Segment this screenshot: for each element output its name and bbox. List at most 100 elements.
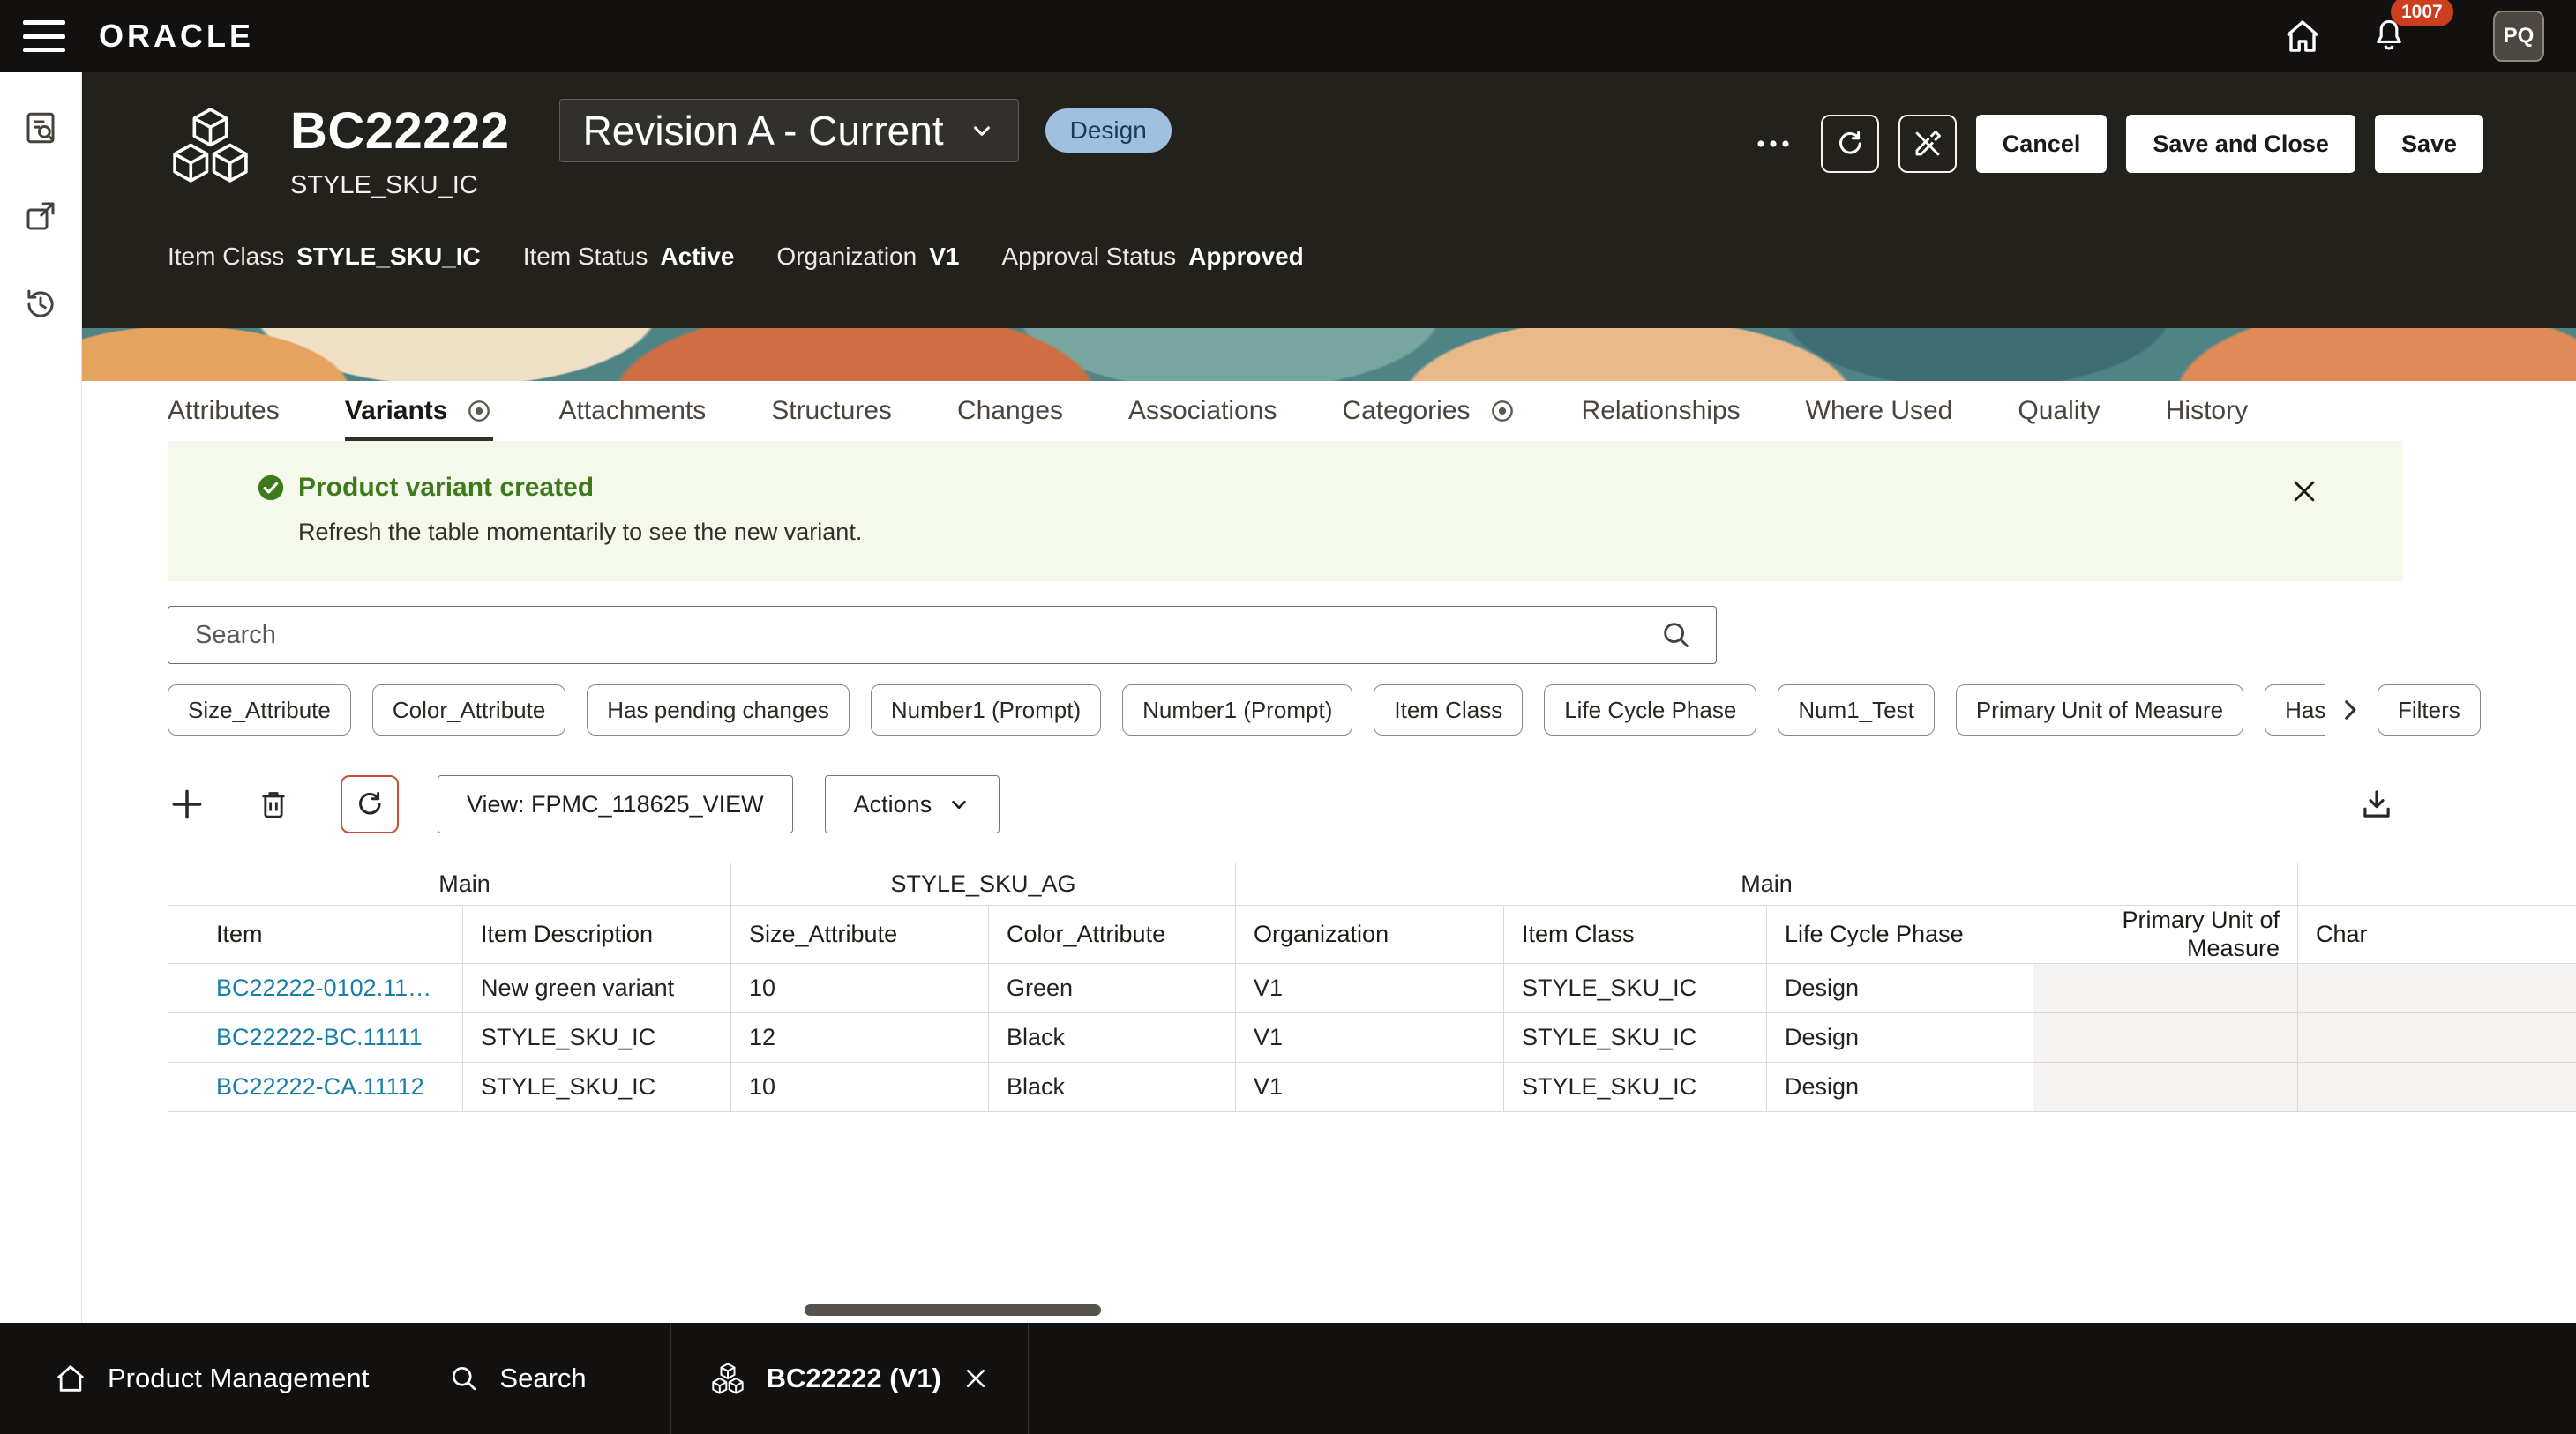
tab-item[interactable]: Attachments (558, 381, 706, 441)
toggle-edit-button[interactable] (1898, 115, 1957, 173)
table-cell-extra[interactable] (2297, 962, 2576, 1013)
tab-item[interactable]: Associations (1128, 381, 1277, 441)
meta-value: STYLE_SKU_IC (296, 243, 481, 270)
table-cell-phase[interactable]: Design (1766, 1061, 2033, 1112)
save-and-close-button[interactable]: Save and Close (2126, 115, 2355, 173)
filter-chip[interactable]: Size_Attribute (168, 684, 351, 736)
filter-chip[interactable]: Color_Attribute (371, 684, 566, 736)
table-cell-size[interactable]: 10 (730, 962, 989, 1013)
column-header-cell[interactable]: Item Class (1503, 905, 1767, 964)
home-button[interactable] (2281, 15, 2324, 57)
product-management-button[interactable]: Product Management (53, 1361, 369, 1396)
main-area: BC22222 Revision A - Current Design STYL… (0, 72, 2576, 1323)
table-cell-uom[interactable] (2032, 1061, 2299, 1112)
tab-item[interactable]: Structures (771, 381, 892, 441)
tab-item[interactable]: Categories (1342, 381, 1516, 441)
table-cell-item-class[interactable]: STYLE_SKU_IC (1503, 1012, 1767, 1063)
column-header-cell[interactable]: Organization (1235, 905, 1504, 964)
hamburger-menu-button[interactable] (23, 20, 65, 52)
actions-menu-button[interactable]: Actions (824, 775, 1000, 833)
table-cell-organization[interactable]: V1 (1235, 962, 1504, 1013)
group-header-cell: Main (198, 863, 731, 906)
table-cell-color[interactable]: Black (988, 1061, 1236, 1112)
table-cell-item-class[interactable]: STYLE_SKU_IC (1503, 1061, 1767, 1112)
column-header-cell[interactable]: Color_Attribute (988, 905, 1236, 964)
tab-item[interactable]: Attributes (168, 381, 280, 441)
tab-item[interactable]: Changes (957, 381, 1063, 441)
column-header-cell[interactable]: Life Cycle Phase (1766, 905, 2033, 964)
table-row[interactable]: BC22222-BC.11111 STYLE_SKU_IC 12 Black V… (168, 1012, 2576, 1063)
tab-item[interactable]: History (2166, 381, 2248, 441)
rail-worklist-button[interactable] (22, 109, 59, 146)
column-header-cell[interactable]: Char (2297, 905, 2576, 964)
row-handle-cell[interactable] (168, 962, 198, 1013)
table-cell-size[interactable]: 12 (730, 1012, 989, 1063)
table-cell-item-class[interactable]: STYLE_SKU_IC (1503, 962, 1767, 1013)
item-tab-close-button[interactable] (962, 1365, 989, 1392)
tab-label: Where Used (1805, 396, 1953, 425)
refresh-item-button[interactable] (1820, 115, 1879, 173)
rail-history-button[interactable] (22, 286, 59, 323)
more-actions-button[interactable] (1752, 123, 1794, 165)
global-search-button[interactable]: Search (448, 1363, 587, 1394)
search-icon[interactable] (1659, 618, 1693, 652)
table-cell-color[interactable]: Black (988, 1012, 1236, 1063)
rail-export-button[interactable] (22, 198, 59, 235)
open-item-tab[interactable]: BC22222 (V1) (671, 1323, 1029, 1434)
table-cell-uom[interactable] (2032, 962, 2299, 1013)
column-header-cell[interactable]: Primary Unit of Measure (2032, 905, 2299, 964)
filter-chip[interactable]: Life Cycle Phase (1544, 684, 1757, 736)
table-cell-description[interactable]: STYLE_SKU_IC (462, 1061, 731, 1112)
banner-close-button[interactable] (2289, 476, 2319, 506)
meta-value: Approved (1188, 243, 1304, 270)
filter-chip[interactable]: Number1 (Prompt) (1122, 684, 1353, 736)
refresh-table-button[interactable] (341, 775, 399, 833)
tab-item[interactable]: Quality (2018, 381, 2100, 441)
delete-row-button[interactable] (256, 787, 291, 822)
search-input[interactable] (195, 620, 1659, 650)
table-cell-extra[interactable] (2297, 1061, 2576, 1112)
table-cell-phase[interactable]: Design (1766, 962, 2033, 1013)
table-cell-description[interactable]: STYLE_SKU_IC (462, 1012, 731, 1063)
column-header-cell[interactable]: Size_Attribute (730, 905, 989, 964)
filter-chip[interactable]: Primary Unit of Measure (1955, 684, 2244, 736)
filter-chip[interactable]: Has pending changes (587, 684, 850, 736)
table-cell-extra[interactable] (2297, 1012, 2576, 1063)
table-cell-uom[interactable] (2032, 1012, 2299, 1063)
tab-item[interactable]: Relationships (1582, 381, 1741, 441)
view-selector-button[interactable]: View: FPMC_118625_VIEW (438, 775, 793, 833)
cancel-button[interactable]: Cancel (1975, 115, 2108, 173)
item-link[interactable]: BC22222-BC.11111 (198, 1012, 463, 1063)
item-link[interactable]: BC22222-CA.11112 (198, 1061, 463, 1112)
filter-chip[interactable]: Has (2265, 684, 2325, 736)
filters-chip[interactable]: Filters (2378, 684, 2481, 736)
tab-item[interactable]: Where Used (1806, 381, 1953, 441)
table-cell-color[interactable]: Green (988, 962, 1236, 1013)
item-link[interactable]: BC22222-0102.11… (198, 962, 463, 1013)
table-cell-description[interactable]: New green variant (462, 962, 731, 1013)
table-cell-phase[interactable]: Design (1766, 1012, 2033, 1063)
column-header-cell[interactable]: Item (198, 905, 463, 964)
user-avatar[interactable]: PQ (2493, 11, 2544, 62)
row-handle-cell[interactable] (168, 1061, 198, 1112)
table-cell-organization[interactable]: V1 (1235, 1012, 1504, 1063)
download-button[interactable] (2358, 786, 2395, 823)
meta-label: Item Status (522, 243, 648, 270)
tab-item[interactable]: Variants (344, 381, 494, 441)
chips-overflow-button[interactable] (2335, 695, 2365, 725)
revision-selector[interactable]: Revision A - Current (558, 99, 1019, 162)
table-row[interactable]: BC22222-0102.11… New green variant 10 Gr… (168, 962, 2576, 1013)
add-row-button[interactable] (168, 785, 206, 824)
horizontal-scrollbar-thumb[interactable] (805, 1304, 1101, 1316)
column-header-cell[interactable]: Item Description (462, 905, 731, 964)
row-handle-cell[interactable] (168, 1012, 198, 1063)
save-button[interactable]: Save (2374, 115, 2483, 173)
table-row[interactable]: BC22222-CA.11112 STYLE_SKU_IC 10 Black V… (168, 1061, 2576, 1112)
notifications-button[interactable]: 1007 (2370, 0, 2453, 57)
filter-chip[interactable]: Num1_Test (1778, 684, 1935, 736)
table-cell-size[interactable]: 10 (730, 1061, 989, 1112)
chevron-down-icon (952, 800, 967, 810)
filter-chip[interactable]: Number1 (Prompt) (870, 684, 1102, 736)
filter-chip[interactable]: Item Class (1374, 684, 1524, 736)
table-cell-organization[interactable]: V1 (1235, 1061, 1504, 1112)
